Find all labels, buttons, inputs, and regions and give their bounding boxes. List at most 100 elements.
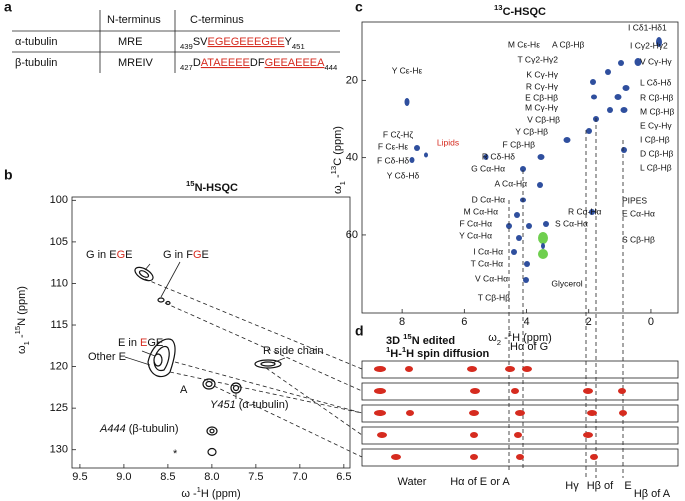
- cross-peak: [377, 432, 387, 438]
- text-run: 1: [386, 345, 391, 354]
- text-run: 451: [292, 42, 305, 51]
- text-run: A444: [99, 423, 126, 435]
- peak: [537, 154, 545, 160]
- peak: [409, 157, 415, 163]
- text-run: N (ppm): [16, 286, 28, 326]
- text-run: A: [180, 384, 188, 396]
- peak-label: I Cγ2-Hγ2: [630, 40, 668, 50]
- text-run: 1: [197, 485, 201, 494]
- peak-label: Y Cα-Hα: [459, 230, 492, 240]
- peak: [586, 128, 592, 134]
- peak-label: I Cδ1-Hδ1: [628, 22, 667, 32]
- text-run: H (ppm): [201, 488, 241, 500]
- peak-label: R Cδ-Hδ: [482, 151, 515, 161]
- text-run: E: [140, 337, 147, 349]
- peak-label: R Cβ-Hβ: [640, 92, 673, 102]
- text-run: -: [501, 332, 508, 344]
- peak-label: M Cα-Hα: [464, 206, 498, 216]
- peak: [424, 152, 428, 158]
- text-run: 15: [403, 332, 412, 341]
- text-run: 439: [180, 42, 193, 51]
- text-run: ω: [488, 332, 497, 344]
- cross-peak: [405, 366, 413, 372]
- text-run: Y: [285, 36, 293, 48]
- cross-peak: [467, 366, 477, 372]
- peak-label: G in FGE: [163, 249, 209, 261]
- row-name: β-tubulin: [15, 57, 57, 69]
- peak-label: V Cβ-Hβ: [527, 114, 560, 124]
- text-run: G: [117, 249, 126, 261]
- text-run: Y451: [210, 399, 236, 411]
- peak: [605, 69, 611, 75]
- text-run: G in F: [163, 249, 193, 261]
- x-tick-label: 2: [586, 316, 592, 328]
- x-tick-label: 7.0: [292, 471, 307, 483]
- cross-peak: [583, 432, 593, 438]
- peak-label: V Cγ-Hγ: [640, 56, 672, 66]
- strip: [361, 404, 679, 423]
- strip: [361, 360, 679, 379]
- peak: [209, 428, 215, 434]
- peak-label: I Cα-Hα: [473, 246, 503, 256]
- peak: [523, 277, 529, 283]
- bottom-label: Hβ of A: [634, 488, 671, 500]
- x-tick-label: 8: [399, 316, 405, 328]
- peak-label: Glycerol: [551, 278, 582, 288]
- y-axis-label: ω1 -13C (ppm): [329, 126, 347, 194]
- peak-label: E Cγ-Hγ: [640, 120, 672, 130]
- x-axis-label: ω2 -1H (ppm): [488, 329, 552, 347]
- text-run: R side chain: [263, 345, 324, 357]
- peak-label: Y Cβ-Hβ: [515, 126, 548, 136]
- bottom-label: Hγ: [565, 480, 579, 492]
- peak: [260, 361, 276, 367]
- peak: [526, 223, 532, 229]
- table-header: C-terminus: [190, 14, 244, 26]
- peak: [620, 107, 628, 113]
- peak-label: A: [180, 384, 188, 396]
- peak-label: R Cα-Hα: [568, 206, 602, 216]
- strip: [361, 448, 679, 467]
- text-run: 15: [186, 179, 195, 188]
- text-run: 13: [494, 3, 503, 12]
- peak-label: F Cα-Hα: [460, 218, 493, 228]
- n-terminus: MREIV: [118, 57, 154, 69]
- peak: [404, 98, 410, 106]
- peak: [157, 297, 165, 303]
- text-run: H-: [390, 348, 402, 360]
- panel-letter: d: [355, 323, 364, 339]
- peak: [483, 154, 489, 160]
- text-run: E: [202, 249, 209, 261]
- vertical-guides: [508, 118, 624, 478]
- leader: [141, 350, 156, 357]
- peak-label: I Cβ-Hβ: [640, 134, 670, 144]
- peak-label: Y451 (α-tubulin): [210, 399, 289, 411]
- dashed-link: [169, 371, 363, 414]
- peak-label: M Cβ-Hβ: [640, 106, 674, 116]
- text-run: *: [173, 448, 178, 460]
- cross-peak: [516, 454, 524, 460]
- y-tick-label: 130: [50, 444, 68, 456]
- bottom-label: Hβ of: [587, 480, 614, 492]
- panel-title: 13C-HSQC: [494, 3, 546, 18]
- text-run: -: [16, 334, 28, 341]
- text-run: -: [332, 174, 344, 181]
- peak: [541, 243, 545, 249]
- x-tick-label: 6.5: [336, 471, 351, 483]
- y-tick-label: 40: [346, 152, 358, 164]
- peak-label: L Cδ-Hδ: [640, 77, 672, 87]
- cross-peak: [469, 410, 479, 416]
- text-run: H spin diffusion: [406, 348, 489, 360]
- text-run: 1: [402, 345, 407, 354]
- peak-label: T Cα-Hα: [471, 258, 503, 268]
- text-run: H (ppm): [512, 332, 552, 344]
- y-tick-label: 100: [50, 194, 68, 206]
- x-tick-label: 8.5: [160, 471, 175, 483]
- text-run: (α-tubulin): [236, 399, 289, 411]
- cross-peak: [514, 432, 522, 438]
- peak-label: E in EGE: [118, 337, 163, 349]
- peak-label: M Cγ-Hγ: [525, 102, 559, 112]
- leader: [271, 357, 286, 364]
- peak: [506, 223, 512, 229]
- panel-title: 3D 15N edited: [386, 332, 455, 347]
